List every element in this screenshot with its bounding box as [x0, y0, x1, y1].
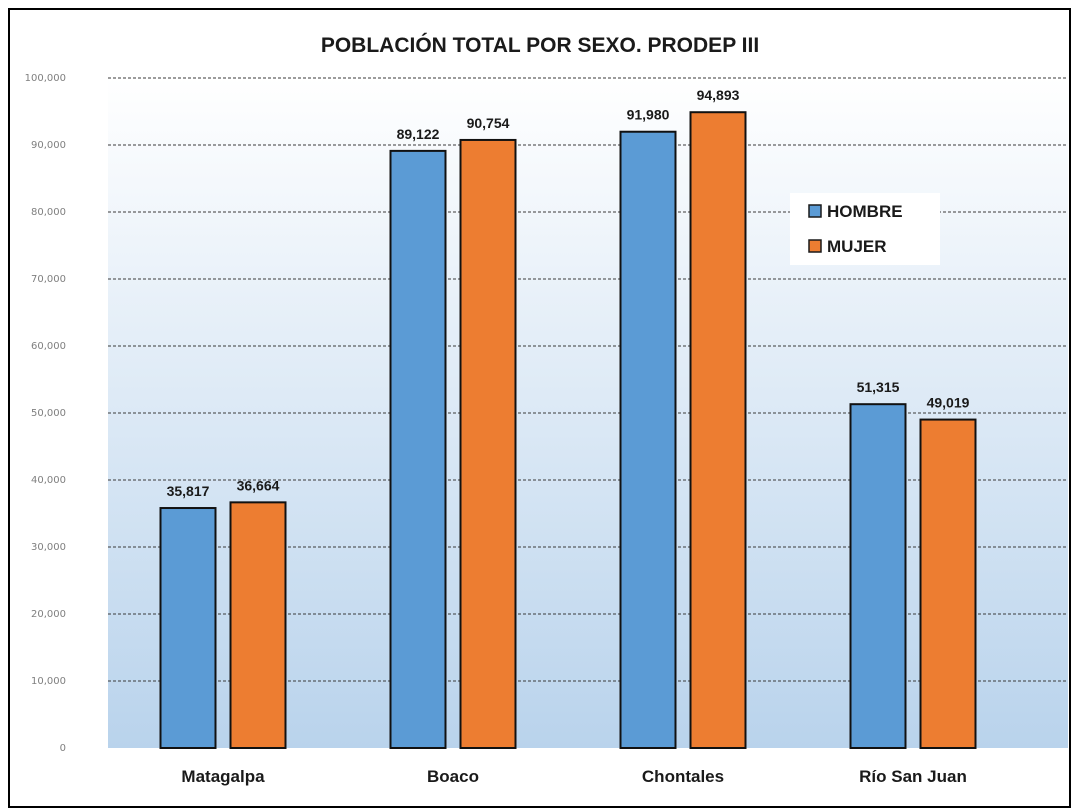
x-tick-label-boaco: Boaco — [427, 767, 479, 786]
y-tick-label: 10,000 — [31, 676, 66, 687]
data-label-mujer-boaco: 90,754 — [467, 115, 510, 131]
data-label-hombre-matagalpa: 35,817 — [167, 483, 210, 499]
data-label-mujer-rio-san-juan: 49,019 — [927, 395, 970, 411]
legend: HOMBRE MUJER — [790, 193, 940, 265]
y-tick-label: 20,000 — [31, 609, 66, 620]
y-tick-label: 80,000 — [31, 207, 66, 218]
bar-mujer-rio-san-juan — [919, 418, 977, 749]
grid-lines — [108, 77, 1068, 682]
bar-hombre-chontales — [619, 130, 677, 749]
data-label-hombre-chontales: 91,980 — [627, 107, 670, 123]
bar-mujer-boaco — [459, 138, 517, 750]
y-tick-label: 0 — [60, 743, 66, 754]
y-tick-label: 30,000 — [31, 542, 66, 553]
data-label-mujer-chontales: 94,893 — [697, 87, 740, 103]
x-tick-label-chontales: Chontales — [642, 767, 724, 786]
data-labels: 35,817 36,664 89,122 90,754 91,980 94,893 51,3… — [167, 87, 970, 499]
y-tick-label: 70,000 — [31, 274, 66, 285]
x-tick-label-matagalpa: Matagalpa — [181, 767, 265, 786]
data-label-hombre-boaco: 89,122 — [397, 126, 440, 142]
y-tick-label: 60,000 — [31, 341, 66, 352]
bar-mujer-chontales — [689, 111, 747, 749]
y-tick-label: 50,000 — [31, 408, 66, 419]
y-tick-label: 90,000 — [31, 140, 66, 151]
y-tick-label: 100,000 — [25, 73, 66, 84]
bar-mujer-matagalpa — [229, 501, 287, 749]
bars — [159, 111, 977, 750]
chart-title: POBLACIÓN TOTAL POR SEXO. PRODEP III — [321, 33, 759, 57]
legend-label-hombre: HOMBRE — [827, 202, 903, 221]
bar-hombre-rio-san-juan — [849, 403, 907, 749]
x-axis-ticks: Matagalpa Boaco Chontales Río San Juan — [181, 767, 966, 786]
y-tick-label: 40,000 — [31, 475, 66, 486]
legend-swatch-mujer — [808, 239, 822, 253]
data-label-hombre-rio-san-juan: 51,315 — [857, 379, 900, 395]
y-axis-ticks: 0 10,000 20,000 30,000 40,000 50,000 60,000 70,… — [25, 73, 66, 754]
bar-hombre-matagalpa — [159, 507, 217, 749]
data-label-mujer-matagalpa: 36,664 — [237, 477, 280, 493]
bar-hombre-boaco — [389, 149, 447, 749]
legend-label-mujer: MUJER — [827, 237, 887, 256]
legend-swatch-hombre — [808, 204, 822, 218]
x-tick-label-rio-san-juan: Río San Juan — [859, 767, 967, 786]
